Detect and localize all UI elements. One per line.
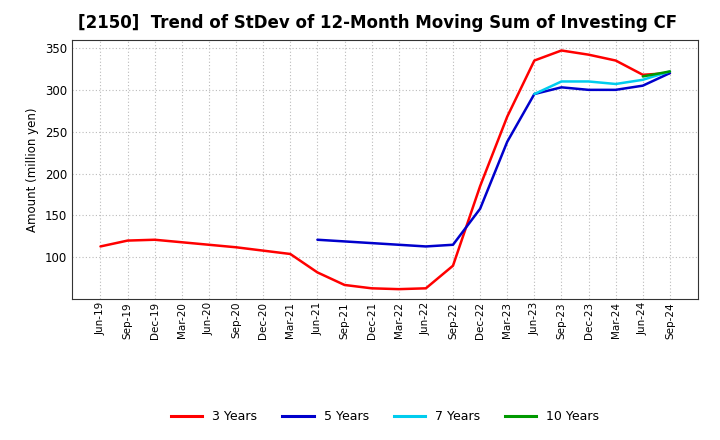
Legend: 3 Years, 5 Years, 7 Years, 10 Years: 3 Years, 5 Years, 7 Years, 10 Years <box>166 405 604 428</box>
Text: [2150]  Trend of StDev of 12-Month Moving Sum of Investing CF: [2150] Trend of StDev of 12-Month Moving… <box>78 15 678 33</box>
Y-axis label: Amount (million yen): Amount (million yen) <box>27 107 40 231</box>
